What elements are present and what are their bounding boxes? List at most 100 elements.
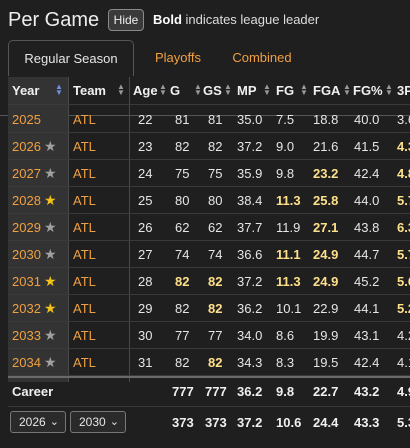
team-link[interactable]: ATL [73,166,96,181]
sort-arrows-icon[interactable]: ▲ ▼ [194,82,202,97]
stat-cell-gs: 62 [208,220,223,235]
tab-regular-season[interactable]: Regular Season [8,40,134,76]
col-header-team[interactable]: Team [73,83,106,98]
stat-cell-gs: 80 [208,193,223,208]
stat-cell-age: 29 [138,301,153,316]
stat-cell-mp: 37.2 [237,274,263,289]
sort-arrows-icon[interactable]: ▲ ▼ [385,82,393,97]
team-link[interactable]: ATL [73,247,96,262]
team-link[interactable]: ATL [73,328,96,343]
col-header-year[interactable]: Year [12,83,40,98]
team-link[interactable]: ATL [73,355,96,370]
range-row-fga: 24.4 [313,415,339,430]
year-link[interactable]: 2033 [12,328,41,343]
stat-cell-fg: 9.0 [276,139,295,154]
stat-cell-fg: 8.3 [276,355,295,370]
career-row-fgp: 43.2 [354,384,380,399]
table-row: 2028★ ATL 25 80 80 38.4 11.3 25.8 44.0 5.7 [8,187,410,214]
team-link[interactable]: ATL [73,112,96,127]
stat-cell-tp: 4.3 [397,139,410,154]
year-link[interactable]: 2029 [12,220,41,235]
stat-cell-fgp: 44.1 [354,301,380,316]
year-link[interactable]: 2032 [12,301,41,316]
sort-arrows-icon[interactable]: ▲ ▼ [55,82,63,97]
year-link[interactable]: 2026 [12,139,41,154]
col-header-fga[interactable]: FGA [313,83,341,98]
range-to-select[interactable]: 2030 ⌄ [70,411,126,433]
chevron-down-icon: ⌄ [49,416,59,428]
stat-cell-fga: 25.8 [313,193,339,208]
stat-cell-fg: 11.9 [276,220,301,235]
stat-cell-g: 82 [175,301,190,316]
column-divider [68,77,69,382]
stat-cell-gs: 74 [208,247,223,262]
stat-cell-fgp: 42.4 [354,166,380,181]
row-divider [8,240,410,241]
col-header-age[interactable]: Age [133,83,158,98]
range-row-tp: 5.3 [397,415,410,430]
team-link[interactable]: ATL [73,274,96,289]
year-link[interactable]: 2028 [12,193,41,208]
all-star-icon: ★ [44,219,57,235]
sort-arrows-icon[interactable]: ▲ ▼ [224,82,232,97]
year-link[interactable]: 2034 [12,355,41,370]
career-row-mp: 36.2 [237,384,263,399]
stat-cell-fgp: 44.0 [354,193,380,208]
all-star-icon: ★ [44,354,57,370]
page-title: Per Game [8,9,100,31]
stat-cell-g: 80 [175,193,190,208]
team-link[interactable]: ATL [73,220,96,235]
stat-cell-tp: 4.8 [397,166,410,181]
col-header-fg[interactable]: FG [276,83,295,98]
hide-button[interactable]: Hide [108,9,144,31]
all-star-icon: ★ [44,246,57,262]
team-link[interactable]: ATL [73,301,96,316]
stat-cell-fg: 11.3 [276,193,301,208]
year-column-shade [8,77,68,382]
stat-cell-age: 31 [138,355,153,370]
stat-cell-fga: 18.8 [313,112,339,127]
stat-cell-fgp: 45.2 [354,274,380,289]
table-row: 2031★ ATL 28 82 82 37.2 11.3 24.9 45.2 5.6 [8,268,410,295]
career-row: 777 777 36.2 9.8 22.7 43.2 4.9 Career [8,378,410,405]
sort-arrows-icon[interactable]: ▲ ▼ [263,82,271,97]
team-link[interactable]: ATL [73,139,96,154]
tab-divider [0,115,410,116]
team-link[interactable]: ATL [73,193,96,208]
stat-cell-fga: 27.1 [313,220,339,235]
col-header-g[interactable]: G [170,83,181,98]
stat-cell-g: 62 [175,220,190,235]
stat-tabs: Regular Season Playoffs Combined [0,40,410,116]
stat-cell-g: 82 [175,274,190,289]
stat-cell-fga: 23.2 [313,166,339,181]
tab-combined[interactable]: Combined [232,50,292,65]
stat-cell-mp: 37.2 [237,139,263,154]
chevron-down-icon: ⌄ [109,416,119,428]
table-row: 2034★ ATL 31 82 82 34.3 8.3 19.5 42.4 4.1 [8,349,410,376]
year-link[interactable]: 2025 [12,112,41,127]
stat-cell-age: 26 [138,220,153,235]
col-header-mp[interactable]: MP [237,83,257,98]
col-header-3p[interactable]: 3P [397,83,410,98]
sort-arrows-icon[interactable]: ▲ ▼ [117,82,125,97]
col-header-fg-pct[interactable]: FG% [353,83,383,98]
range-row-fgp: 43.3 [354,415,380,430]
sort-arrows-icon[interactable]: ▲ ▼ [343,82,351,97]
year-link[interactable]: 2031 [12,274,41,289]
career-row-fga: 22.7 [313,384,339,399]
year-link[interactable]: 2030 [12,247,41,262]
stat-cell-tp: 5.7 [397,193,410,208]
tab-playoffs[interactable]: Playoffs [154,50,201,65]
row-divider [8,406,410,407]
range-row-fg: 10.6 [276,415,302,430]
sort-arrows-icon[interactable]: ▲ ▼ [159,82,167,97]
table-row: 2027★ ATL 24 75 75 35.9 9.8 23.2 42.4 4.8 [8,160,410,187]
stat-cell-tp: 5.6 [397,274,410,289]
career-row-tp: 4.9 [397,384,410,399]
sort-arrows-icon[interactable]: ▲ ▼ [300,82,308,97]
page-header: Per Game Hide Bold indicates league lead… [8,8,410,34]
col-header-gs[interactable]: GS [203,83,222,98]
career-label: Career [12,384,54,399]
year-link[interactable]: 2027 [12,166,41,181]
range-from-select[interactable]: 2026 ⌄ [10,411,66,433]
